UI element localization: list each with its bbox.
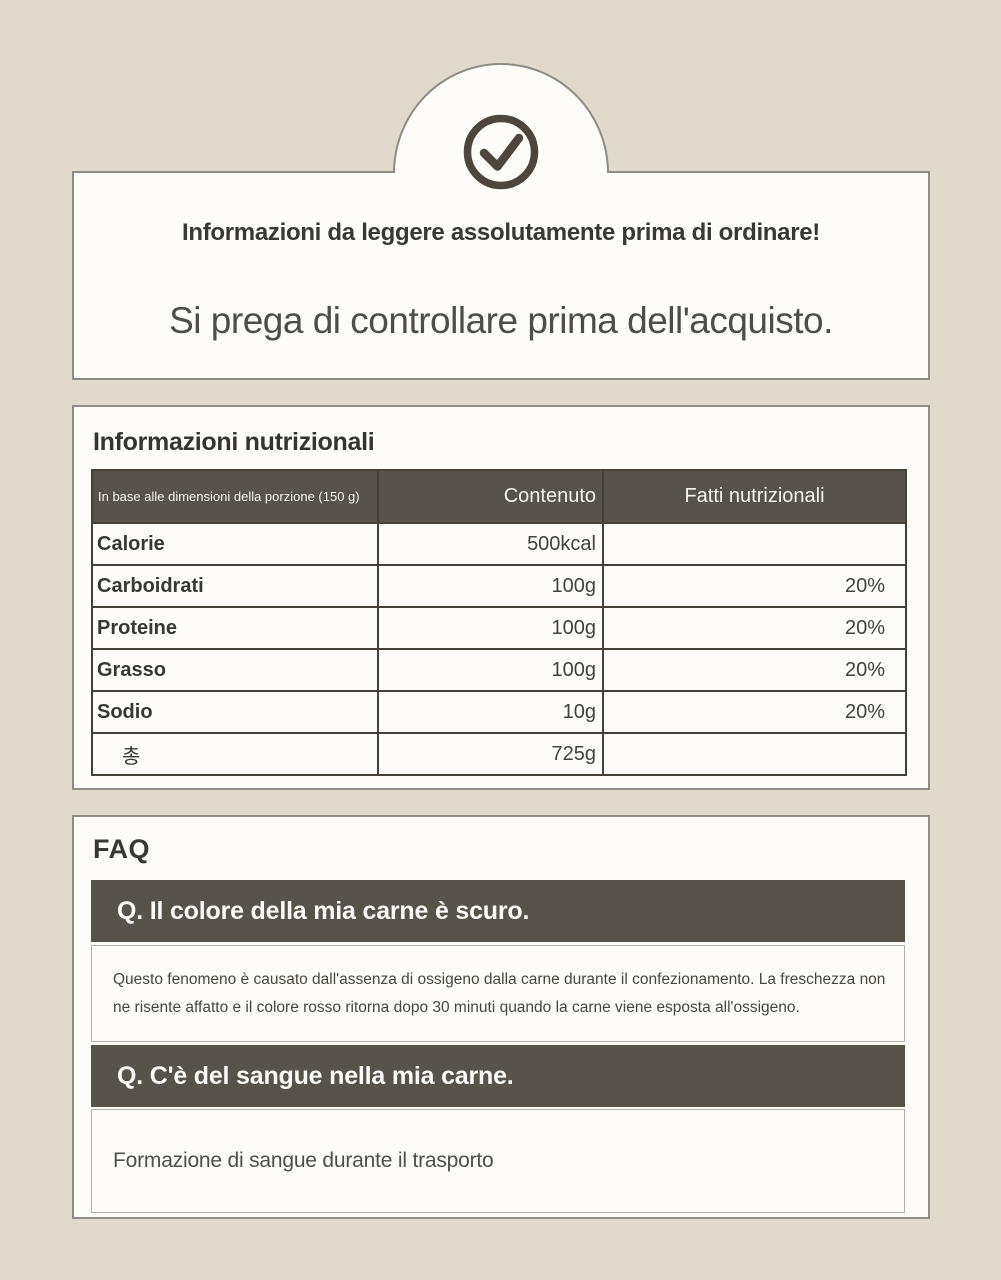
nutrient-label: Proteine xyxy=(91,606,379,650)
nutrition-card: Informazioni nutrizionali In base alle d… xyxy=(72,405,930,790)
nutrient-label: Carboidrati xyxy=(91,564,379,608)
nutrient-label: Grasso xyxy=(91,648,379,692)
notice-subtitle: Si prega di controllare prima dell'acqui… xyxy=(169,300,833,341)
faq-answer-text: Questo fenomeno è causato dall'assenza d… xyxy=(113,970,886,1016)
table-row: Calorie 500kcal xyxy=(91,522,907,566)
faq-question-bar: Q. C'è del sangue nella mia carne. xyxy=(91,1045,905,1107)
faq-heading: FAQ xyxy=(93,834,151,864)
nutrient-label: 총 xyxy=(91,732,379,776)
nutrient-content: 10g xyxy=(377,690,604,734)
faq-question-bar: Q. Il colore della mia carne è scuro. xyxy=(91,880,905,942)
faq-answer-text: Formazione di sangue durante il trasport… xyxy=(113,1149,494,1172)
check-circle-icon xyxy=(461,112,541,192)
table-row: 총 725g xyxy=(91,732,907,776)
nutrient-fact: 20% xyxy=(602,690,907,734)
nutrient-label: Calorie xyxy=(91,522,379,566)
nutrient-content: 500kcal xyxy=(377,522,604,566)
table-row: Proteine 100g 20% xyxy=(91,606,907,650)
header-serving-size: In base alle dimensioni della porzione (… xyxy=(91,469,379,524)
nutrient-fact: 20% xyxy=(602,606,907,650)
faq-item: Q. C'è del sangue nella mia carne. Forma… xyxy=(91,1045,905,1213)
nutrient-fact: 20% xyxy=(602,648,907,692)
nutrition-table-body: Calorie 500kcal Carboidrati 100g 20% Pro… xyxy=(91,522,907,776)
notice-card: Informazioni da leggere assolutamente pr… xyxy=(72,63,930,380)
faq-answer-box: Formazione di sangue durante il trasport… xyxy=(91,1109,905,1213)
faq-item: Q. Il colore della mia carne è scuro. Qu… xyxy=(91,880,905,1042)
nutrient-fact xyxy=(602,732,907,776)
notice-title: Informazioni da leggere assolutamente pr… xyxy=(181,219,820,246)
table-row: Sodio 10g 20% xyxy=(91,690,907,734)
nutrient-fact xyxy=(602,522,907,566)
faq-answer-box: Questo fenomeno è causato dall'assenza d… xyxy=(91,945,905,1042)
faq-list: Q. Il colore della mia carne è scuro. Qu… xyxy=(91,880,905,1213)
nutrient-content: 100g xyxy=(377,564,604,608)
nutrition-heading: Informazioni nutrizionali xyxy=(93,428,375,456)
nutrient-fact: 20% xyxy=(602,564,907,608)
header-nutrition-facts: Fatti nutrizionali xyxy=(602,469,907,524)
table-row: Grasso 100g 20% xyxy=(91,648,907,692)
nutrient-label: Sodio xyxy=(91,690,379,734)
nutrient-content: 100g xyxy=(377,606,604,650)
nutrition-table: In base alle dimensioni della porzione (… xyxy=(91,469,907,776)
header-content: Contenuto xyxy=(377,469,604,524)
table-row: Carboidrati 100g 20% xyxy=(91,564,907,608)
nutrition-table-header-row: In base alle dimensioni della porzione (… xyxy=(91,469,907,524)
nutrient-content: 100g xyxy=(377,648,604,692)
faq-card: FAQ Q. Il colore della mia carne è scuro… xyxy=(72,815,930,1219)
nutrient-content: 725g xyxy=(377,732,604,776)
